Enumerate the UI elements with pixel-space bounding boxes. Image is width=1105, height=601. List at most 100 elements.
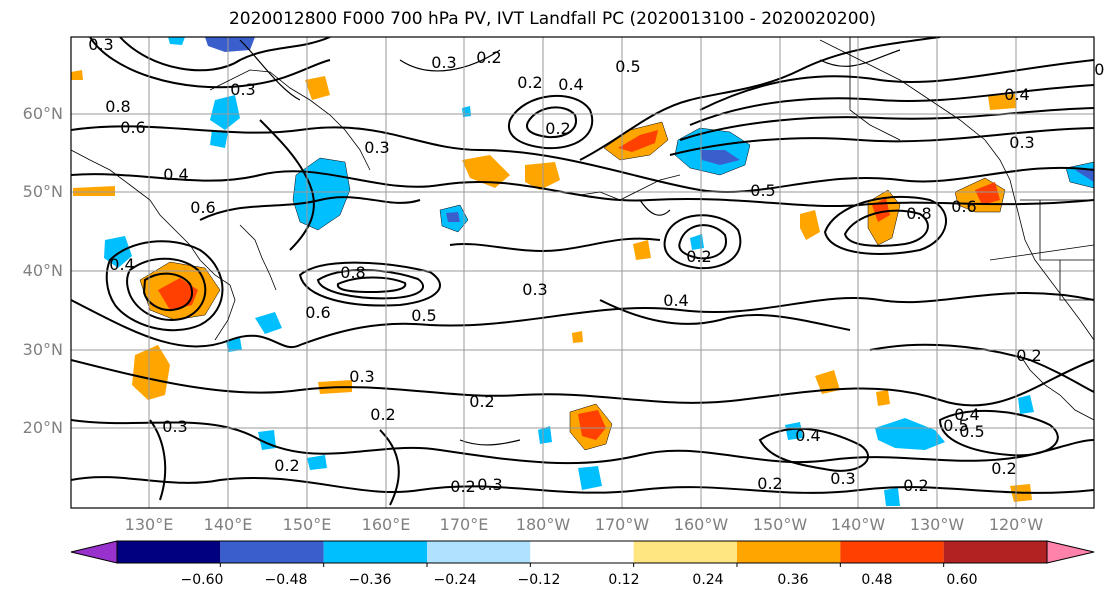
contour-label: 0.5 [615,57,640,76]
colorbar-tick-label: −0.36 [348,572,392,588]
pv-patch-negative [205,37,255,52]
lat-label: 40°N [22,261,63,280]
colorbar-bin [323,541,427,563]
colorbar-extend-high [1046,540,1095,564]
contour-label: 0.3 [1009,133,1034,152]
contour-label: 0.4 [663,291,688,310]
contour-label: 0.2 [469,392,494,411]
pv-patch-positive [988,94,1016,110]
contour-label: 0.3 [830,469,855,488]
pv-thin-contours [239,39,901,446]
colorbar-tick-label: 0.48 [861,572,893,588]
contour-label: 0.2 [903,476,928,495]
pv-patch-positive [462,155,510,188]
contour-label: 0.8 [105,97,130,116]
pv-patch-negative [1018,395,1034,414]
colorbar-bin [220,541,324,563]
contour-label: 0.2 [476,48,501,67]
contour-label: 0.2 [450,477,475,496]
colorbar-tick-label: −0.48 [264,572,308,588]
lon-label: 180°W [515,515,571,534]
colorbar-tick-label: −0.12 [517,572,561,588]
pv-patch-negative [578,466,602,490]
pv-patch-negative [226,338,242,352]
pv-patch-negative [446,212,460,222]
map-frame [70,36,1095,509]
contour-label: 0.3 [522,280,547,299]
lat-label: 60°N [22,104,63,123]
pv-patch-negative [700,150,740,165]
contour-label: 0.4 [109,255,134,274]
contour-label: 0.2 [545,119,570,138]
lat-label: 50°N [22,182,63,201]
lon-label: 170°W [594,515,650,534]
pv-patch-negative [875,418,945,450]
pv-patch-positive [572,331,583,343]
colorbar-tick-label: 0.24 [692,572,724,588]
lon-label: 130°W [909,515,965,534]
pv-patch-negative [210,95,240,130]
contour-label: 0.6 [190,198,215,217]
contour-label: 0.3 [431,53,456,72]
contour-label: 0.5 [411,306,436,325]
contour-label: 0.3 [349,367,374,386]
pv-patch-negative [884,488,900,506]
contour-label: 0.4 [558,75,583,94]
pv-patch-positive [633,240,651,260]
contour-label: 0.5 [959,422,984,441]
lon-label: 160°E [361,515,411,534]
contour-label: 0.2 [991,459,1016,478]
graticule [71,37,1094,508]
contour-label: 0.8 [340,263,365,282]
pv-contours [71,37,1094,506]
colorbar-tick-label: 0.12 [608,572,640,588]
pv-patch-positive [876,390,890,406]
contour-label: 0.6 [305,303,330,322]
colorbar-outline [116,540,1048,564]
colorbar-tick-label: 0.60 [946,572,978,588]
colorbar-bin [530,541,634,563]
contour-label: 0.2 [370,405,395,424]
pv-patch-positive [578,410,606,440]
lat-label: 20°N [22,418,63,437]
contour-label: 0.3 [364,138,389,157]
colorbar-tick-label: −0.60 [180,572,224,588]
contour-label: 0.4 [163,165,188,184]
contour-label: 0.4 [954,405,979,424]
pv-patch-negative [307,455,327,470]
contour-label: 0.4 [1004,85,1029,104]
colorbar-bin [840,541,944,563]
contour-label: 0.5 [750,181,775,200]
pv-patch-positive [975,182,1000,205]
contour-label: 0.3 [162,417,187,436]
colorbar-bin [737,541,841,563]
lon-label: 150°W [752,515,808,534]
pv-patch-positive [815,370,840,394]
lon-label: 170°E [439,515,489,534]
lon-label: 160°W [673,515,729,534]
contour-label: 0.2 [274,456,299,475]
pv-patch-positive [132,345,170,400]
contour-label: 0.2 [686,247,711,266]
map-title: 2020012800 F000 700 hPa PV, IVT Landfall… [228,9,876,29]
contour-label: 0.6 [951,197,976,216]
pv-patch-positive [618,130,658,152]
pv-patch-negative [1075,168,1094,182]
contour-label: 0.6 [120,118,145,137]
contour-label: 0.3 [1094,60,1105,79]
colorbar-bin [633,541,737,563]
colorbar-tick-label: −0.24 [433,572,477,588]
pv-patch-positive [73,186,115,196]
lon-label: 140°E [203,515,253,534]
contour-label: 0.3 [230,80,255,99]
colorbar-bin [117,541,221,563]
contour-label: 0.2 [757,474,782,493]
contour-label: 0.3 [88,35,113,54]
pv-patch-negative [538,426,552,444]
pv-patch-positive [71,70,83,80]
colorbar-bin [943,541,1047,563]
contour-label: 0.5 [943,416,968,435]
contour-label: 0.2 [517,73,542,92]
contour-label: 0.4 [795,426,820,445]
